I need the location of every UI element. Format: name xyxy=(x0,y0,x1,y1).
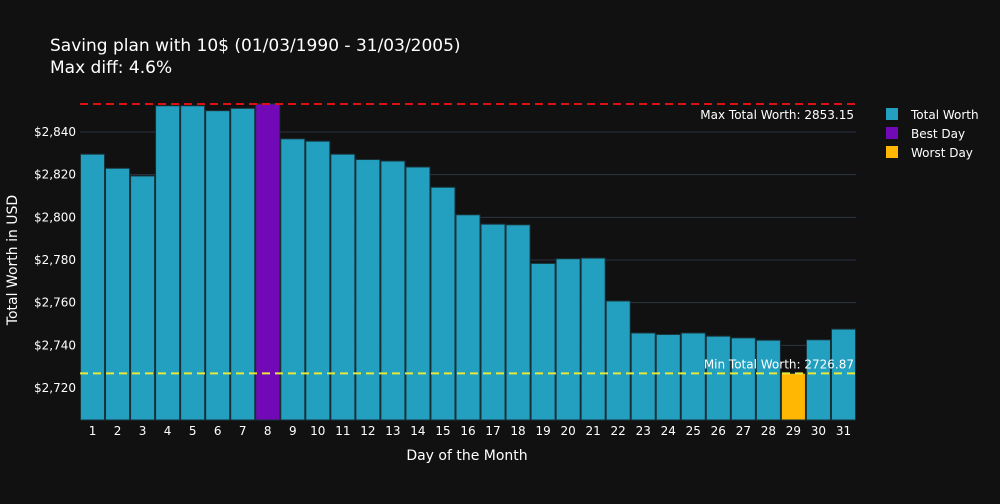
bar[interactable] xyxy=(430,186,456,421)
x-tick-label: 30 xyxy=(811,424,826,438)
x-tick-label: 20 xyxy=(560,424,575,438)
bar[interactable] xyxy=(805,339,831,421)
x-tick-label: 22 xyxy=(611,424,626,438)
y-tick-label: $2,780 xyxy=(34,253,76,267)
y-tick-label: $2,760 xyxy=(34,296,76,310)
chart-title-line2: Max diff: 4.6% xyxy=(50,58,172,78)
bar[interactable] xyxy=(730,337,756,421)
x-tick-label: 23 xyxy=(636,424,651,438)
x-tick-label: 24 xyxy=(661,424,676,438)
x-tick-label: 1 xyxy=(89,424,97,438)
bar[interactable] xyxy=(655,333,681,421)
x-tick-label: 6 xyxy=(214,424,222,438)
x-tick-label: 3 xyxy=(139,424,147,438)
y-tick-label: $2,840 xyxy=(34,125,76,139)
legend-swatch-best-day xyxy=(886,127,898,139)
bar[interactable] xyxy=(155,105,181,421)
bar[interactable] xyxy=(530,262,556,421)
bar[interactable] xyxy=(705,335,731,421)
bar[interactable] xyxy=(755,339,781,421)
y-tick-label: $2,820 xyxy=(34,168,76,182)
x-axis-label: Day of the Month xyxy=(406,448,527,464)
x-tick-labels: 1 2 3 4 5 6 7 8 9 10 11 12 13 14 15 16 17 18 19 20 21 22 23 24 2… xyxy=(89,424,851,438)
bar[interactable] xyxy=(505,224,531,421)
x-tick-label: 27 xyxy=(736,424,751,438)
bar[interactable] xyxy=(605,300,631,421)
x-tick-label: 19 xyxy=(535,424,550,438)
x-tick-label: 10 xyxy=(310,424,325,438)
x-tick-label: 13 xyxy=(385,424,400,438)
legend-label-best-day: Best Day xyxy=(911,127,965,141)
y-tick-label: $2,740 xyxy=(34,338,76,352)
bar[interactable] xyxy=(205,110,231,421)
x-tick-label: 17 xyxy=(485,424,500,438)
y-tick-label: $2,800 xyxy=(34,210,76,224)
x-tick-label: 21 xyxy=(586,424,601,438)
x-tick-label: 15 xyxy=(435,424,450,438)
bar[interactable] xyxy=(405,166,431,421)
max-reference-label: Max Total Worth: 2853.15 xyxy=(700,108,854,122)
bar[interactable] xyxy=(180,105,206,421)
x-tick-label: 8 xyxy=(264,424,272,438)
x-tick-label: 11 xyxy=(335,424,350,438)
x-tick-label: 28 xyxy=(761,424,776,438)
legend-label-worst-day: Worst Day xyxy=(911,146,973,160)
bar-best-day[interactable] xyxy=(255,103,281,421)
legend-label-total-worth: Total Worth xyxy=(910,108,979,122)
y-tick-label: $2,720 xyxy=(34,381,76,395)
x-tick-label: 26 xyxy=(711,424,726,438)
bar[interactable] xyxy=(105,167,131,421)
bar[interactable] xyxy=(230,107,256,421)
bar[interactable] xyxy=(455,214,481,421)
bar[interactable] xyxy=(630,332,656,421)
bar[interactable] xyxy=(555,258,581,421)
legend-swatch-total-worth xyxy=(886,108,898,120)
bar[interactable] xyxy=(280,138,306,421)
x-tick-label: 7 xyxy=(239,424,247,438)
x-tick-label: 9 xyxy=(289,424,297,438)
x-tick-label: 4 xyxy=(164,424,172,438)
x-tick-label: 16 xyxy=(460,424,475,438)
x-tick-label: 12 xyxy=(360,424,375,438)
bar[interactable] xyxy=(580,257,606,421)
bar[interactable] xyxy=(830,328,856,421)
bar-worst-day[interactable] xyxy=(780,372,806,421)
bar[interactable] xyxy=(305,140,331,421)
bar[interactable] xyxy=(680,332,706,421)
min-reference-label: Min Total Worth: 2726.87 xyxy=(704,357,854,371)
bar[interactable] xyxy=(380,160,406,421)
x-tick-label: 2 xyxy=(114,424,122,438)
x-tick-label: 29 xyxy=(786,424,801,438)
bar[interactable] xyxy=(80,153,106,421)
y-tick-labels: $2,720 $2,740 $2,760 $2,780 $2,800 $2,820 $2,8… xyxy=(34,125,76,395)
x-tick-label: 31 xyxy=(836,424,851,438)
bar[interactable] xyxy=(130,175,156,421)
x-tick-label: 14 xyxy=(410,424,425,438)
bar[interactable] xyxy=(480,223,506,421)
x-tick-label: 18 xyxy=(510,424,525,438)
x-tick-label: 25 xyxy=(686,424,701,438)
x-tick-label: 5 xyxy=(189,424,197,438)
bar[interactable] xyxy=(355,159,381,421)
bar[interactable] xyxy=(330,153,356,421)
legend-swatch-worst-day xyxy=(886,146,898,158)
legend[interactable]: Total Worth Best Day Worst Day xyxy=(886,108,979,160)
bars xyxy=(80,103,856,421)
y-axis-label: Total Worth in USD xyxy=(5,195,21,326)
chart-title-line1: Saving plan with 10$ (01/03/1990 - 31/03… xyxy=(50,36,461,56)
